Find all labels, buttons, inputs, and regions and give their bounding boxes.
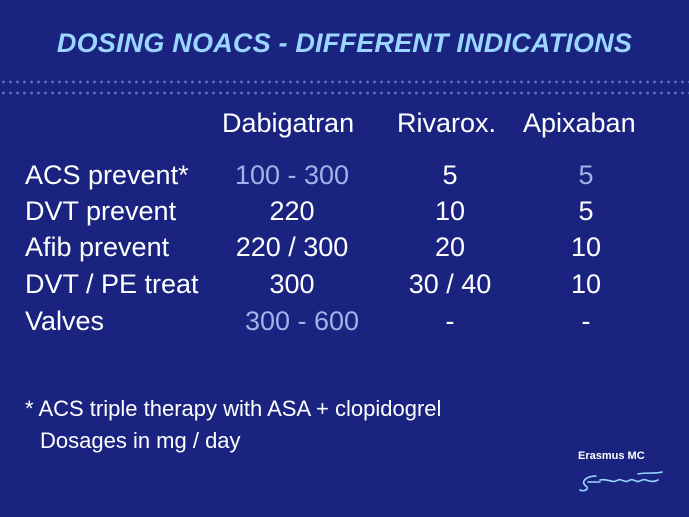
cell-afib-rivaroxaban: 20 [434,232,466,262]
cell-dvtpe-rivaroxaban: 30 / 40 [408,269,492,299]
cell-valves-dabigatran: 300 - 600 [244,306,360,336]
row-label-valves: Valves [25,306,105,336]
dotted-divider-bottom [0,91,689,95]
cell-afib-dabigatran: 220 / 300 [235,232,349,262]
cell-dvtpe-apixaban: 10 [570,269,602,299]
cell-dvtpe-dabigatran: 300 [269,269,315,299]
slide-title: DOSING NOACS - DIFFERENT INDICATIONS [56,28,633,58]
cell-acs-rivaroxaban: 5 [442,160,458,190]
row-label-acs-prevent: ACS prevent* [25,160,189,190]
cell-valves-apixaban: - [581,306,591,336]
cell-dvt-dabigatran: 220 [269,196,315,226]
cell-afib-apixaban: 10 [570,232,602,262]
column-header-dabigatran: Dabigatran [222,108,355,138]
row-label-dvt-pe-treat: DVT / PE treat [25,269,199,299]
cell-acs-apixaban: 5 [578,160,594,190]
footnote-dosage-units: Dosages in mg / day [40,428,241,453]
signature-icon [579,471,663,492]
logo-text: Erasmus MC [578,450,645,462]
cell-valves-rivaroxaban: - [445,306,455,336]
erasmus-mc-logo: Erasmus MC [578,450,668,498]
row-label-dvt-prevent: DVT prevent [25,196,177,226]
dotted-divider-top [0,80,689,84]
footnote-acs: * ACS triple therapy with ASA + clopidog… [25,396,442,421]
column-header-apixaban: Apixaban [523,108,636,138]
row-label-afib-prevent: Afib prevent [25,232,170,262]
cell-acs-dabigatran: 100 - 300 [234,160,350,190]
cell-dvt-apixaban: 5 [578,196,594,226]
column-header-rivaroxaban: Rivarox. [397,108,497,138]
cell-dvt-rivaroxaban: 10 [434,196,466,226]
